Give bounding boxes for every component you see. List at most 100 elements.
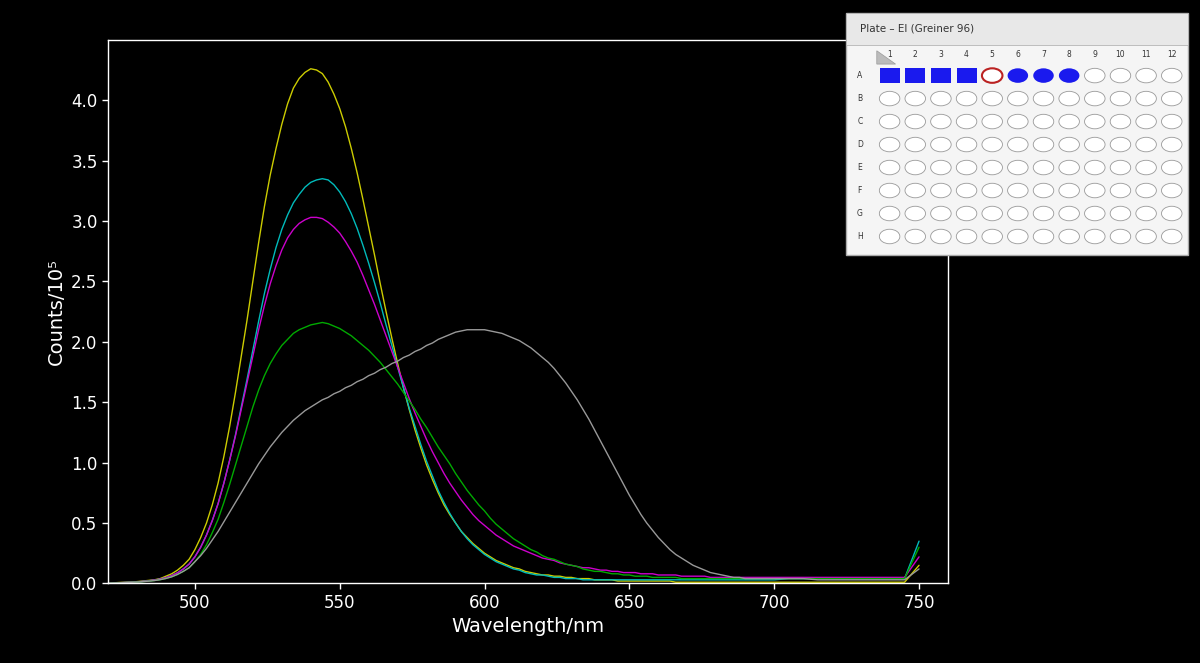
- Circle shape: [1162, 183, 1182, 198]
- Circle shape: [1033, 114, 1054, 129]
- Text: C: C: [857, 117, 863, 126]
- Circle shape: [1033, 137, 1054, 152]
- Text: B: B: [857, 94, 863, 103]
- Circle shape: [1085, 68, 1105, 83]
- Circle shape: [931, 91, 952, 106]
- Circle shape: [1033, 91, 1054, 106]
- Circle shape: [905, 137, 925, 152]
- Circle shape: [1162, 91, 1182, 106]
- Text: 7: 7: [1042, 50, 1046, 59]
- Circle shape: [1110, 137, 1130, 152]
- Circle shape: [905, 206, 925, 221]
- Circle shape: [1085, 160, 1105, 175]
- Circle shape: [1058, 91, 1080, 106]
- Text: 4: 4: [964, 50, 968, 59]
- Text: 10: 10: [1116, 50, 1126, 59]
- Circle shape: [956, 137, 977, 152]
- Circle shape: [931, 229, 952, 244]
- Circle shape: [1058, 137, 1080, 152]
- Circle shape: [905, 160, 925, 175]
- Text: 9: 9: [1092, 50, 1097, 59]
- Circle shape: [1033, 68, 1054, 83]
- Circle shape: [880, 114, 900, 129]
- Text: 1: 1: [887, 50, 892, 59]
- Circle shape: [931, 137, 952, 152]
- Circle shape: [1008, 206, 1028, 221]
- Circle shape: [1162, 229, 1182, 244]
- Circle shape: [956, 183, 977, 198]
- Circle shape: [1162, 114, 1182, 129]
- Text: 8: 8: [1067, 50, 1072, 59]
- Circle shape: [1008, 160, 1028, 175]
- Circle shape: [1058, 206, 1080, 221]
- Circle shape: [880, 206, 900, 221]
- Text: 5: 5: [990, 50, 995, 59]
- Circle shape: [1162, 160, 1182, 175]
- Text: G: G: [857, 209, 863, 218]
- Text: 2: 2: [913, 50, 918, 59]
- Circle shape: [1033, 160, 1054, 175]
- Bar: [931, 68, 950, 83]
- Circle shape: [931, 183, 952, 198]
- Circle shape: [1162, 68, 1182, 83]
- Circle shape: [1136, 160, 1157, 175]
- Circle shape: [880, 137, 900, 152]
- Circle shape: [1033, 206, 1054, 221]
- Circle shape: [1110, 114, 1130, 129]
- Circle shape: [1110, 160, 1130, 175]
- Circle shape: [931, 160, 952, 175]
- Text: F: F: [858, 186, 862, 195]
- Circle shape: [1033, 183, 1054, 198]
- Circle shape: [1033, 229, 1054, 244]
- Circle shape: [905, 183, 925, 198]
- Circle shape: [1136, 206, 1157, 221]
- Circle shape: [982, 137, 1002, 152]
- Circle shape: [956, 91, 977, 106]
- Polygon shape: [877, 51, 895, 64]
- Circle shape: [1110, 206, 1130, 221]
- Circle shape: [1058, 68, 1080, 83]
- Circle shape: [880, 183, 900, 198]
- Circle shape: [956, 160, 977, 175]
- Circle shape: [982, 114, 1002, 129]
- Circle shape: [982, 229, 1002, 244]
- Circle shape: [1085, 229, 1105, 244]
- Circle shape: [1085, 183, 1105, 198]
- Circle shape: [905, 114, 925, 129]
- Text: 3: 3: [938, 50, 943, 59]
- Circle shape: [1136, 183, 1157, 198]
- Text: E: E: [858, 163, 863, 172]
- Circle shape: [982, 206, 1002, 221]
- Circle shape: [956, 206, 977, 221]
- Circle shape: [1008, 183, 1028, 198]
- Text: 6: 6: [1015, 50, 1020, 59]
- Circle shape: [1110, 229, 1130, 244]
- Circle shape: [1136, 229, 1157, 244]
- Text: A: A: [857, 71, 863, 80]
- Text: D: D: [857, 140, 863, 149]
- X-axis label: Wavelength/nm: Wavelength/nm: [451, 617, 605, 636]
- Bar: [846, 13, 1188, 44]
- Circle shape: [880, 160, 900, 175]
- Bar: [956, 68, 977, 83]
- Circle shape: [1008, 91, 1028, 106]
- Circle shape: [982, 160, 1002, 175]
- Circle shape: [982, 91, 1002, 106]
- Circle shape: [1058, 114, 1080, 129]
- Text: 11: 11: [1141, 50, 1151, 59]
- Circle shape: [1008, 68, 1028, 83]
- Text: H: H: [857, 232, 863, 241]
- Circle shape: [1085, 137, 1105, 152]
- Circle shape: [931, 114, 952, 129]
- Circle shape: [1162, 206, 1182, 221]
- Circle shape: [1085, 206, 1105, 221]
- Circle shape: [1008, 137, 1028, 152]
- Circle shape: [1008, 229, 1028, 244]
- Circle shape: [931, 206, 952, 221]
- Circle shape: [1110, 183, 1130, 198]
- Circle shape: [1085, 114, 1105, 129]
- Circle shape: [1110, 91, 1130, 106]
- Circle shape: [1008, 114, 1028, 129]
- Circle shape: [1136, 68, 1157, 83]
- Circle shape: [1110, 68, 1130, 83]
